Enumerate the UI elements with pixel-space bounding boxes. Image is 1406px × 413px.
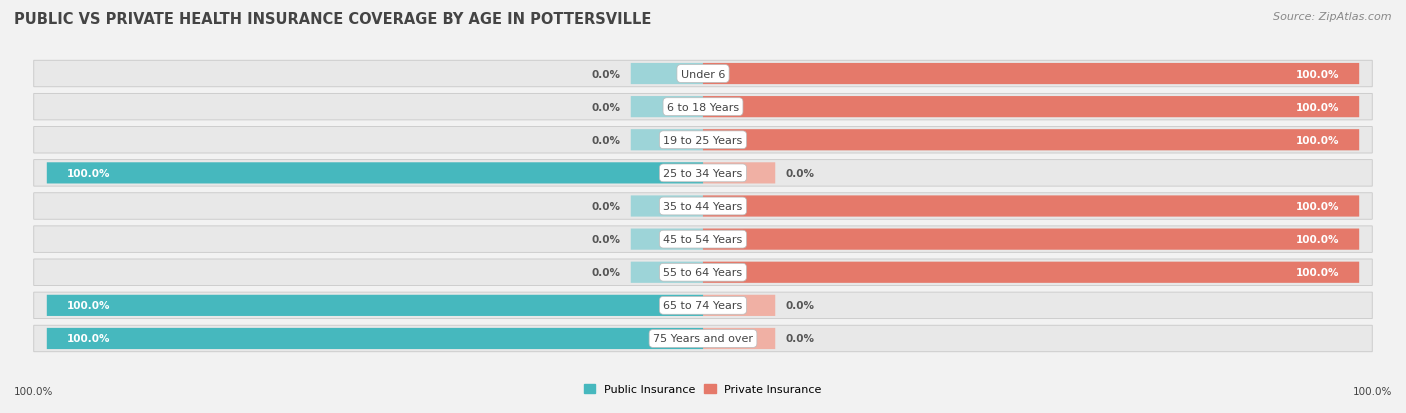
FancyBboxPatch shape — [703, 295, 775, 316]
Text: 100.0%: 100.0% — [14, 387, 53, 396]
FancyBboxPatch shape — [631, 229, 703, 250]
Text: 100.0%: 100.0% — [1296, 268, 1340, 278]
FancyBboxPatch shape — [34, 61, 1372, 88]
Text: 55 to 64 Years: 55 to 64 Years — [664, 268, 742, 278]
FancyBboxPatch shape — [34, 325, 1372, 352]
Text: 25 to 34 Years: 25 to 34 Years — [664, 169, 742, 178]
FancyBboxPatch shape — [34, 259, 1372, 286]
FancyBboxPatch shape — [631, 64, 703, 85]
FancyBboxPatch shape — [46, 163, 703, 184]
Text: 19 to 25 Years: 19 to 25 Years — [664, 135, 742, 145]
FancyBboxPatch shape — [631, 262, 703, 283]
FancyBboxPatch shape — [703, 97, 1360, 118]
FancyBboxPatch shape — [46, 295, 703, 316]
Text: 6 to 18 Years: 6 to 18 Years — [666, 102, 740, 112]
Text: 0.0%: 0.0% — [785, 169, 814, 178]
Text: 100.0%: 100.0% — [1296, 235, 1340, 244]
Text: 100.0%: 100.0% — [66, 169, 110, 178]
FancyBboxPatch shape — [631, 196, 703, 217]
FancyBboxPatch shape — [703, 229, 1360, 250]
FancyBboxPatch shape — [703, 262, 1360, 283]
Text: 0.0%: 0.0% — [592, 235, 621, 244]
Text: 100.0%: 100.0% — [66, 301, 110, 311]
Text: 0.0%: 0.0% — [592, 202, 621, 211]
Text: 75 Years and over: 75 Years and over — [652, 334, 754, 344]
Text: 0.0%: 0.0% — [592, 135, 621, 145]
FancyBboxPatch shape — [631, 97, 703, 118]
FancyBboxPatch shape — [34, 292, 1372, 319]
FancyBboxPatch shape — [703, 328, 775, 349]
Text: 100.0%: 100.0% — [1296, 202, 1340, 211]
Text: Under 6: Under 6 — [681, 69, 725, 79]
FancyBboxPatch shape — [703, 163, 775, 184]
Text: 0.0%: 0.0% — [592, 102, 621, 112]
FancyBboxPatch shape — [631, 130, 703, 151]
Text: 100.0%: 100.0% — [1353, 387, 1392, 396]
Text: 100.0%: 100.0% — [1296, 102, 1340, 112]
FancyBboxPatch shape — [34, 160, 1372, 187]
Text: Source: ZipAtlas.com: Source: ZipAtlas.com — [1274, 12, 1392, 22]
Text: PUBLIC VS PRIVATE HEALTH INSURANCE COVERAGE BY AGE IN POTTERSVILLE: PUBLIC VS PRIVATE HEALTH INSURANCE COVER… — [14, 12, 651, 27]
Text: 0.0%: 0.0% — [592, 69, 621, 79]
FancyBboxPatch shape — [703, 130, 1360, 151]
Text: 0.0%: 0.0% — [785, 334, 814, 344]
FancyBboxPatch shape — [34, 193, 1372, 220]
FancyBboxPatch shape — [46, 328, 703, 349]
Text: 0.0%: 0.0% — [592, 268, 621, 278]
Text: 45 to 54 Years: 45 to 54 Years — [664, 235, 742, 244]
Legend: Public Insurance, Private Insurance: Public Insurance, Private Insurance — [579, 380, 827, 399]
Text: 100.0%: 100.0% — [66, 334, 110, 344]
FancyBboxPatch shape — [34, 127, 1372, 154]
FancyBboxPatch shape — [703, 196, 1360, 217]
Text: 100.0%: 100.0% — [1296, 69, 1340, 79]
Text: 100.0%: 100.0% — [1296, 135, 1340, 145]
FancyBboxPatch shape — [703, 64, 1360, 85]
Text: 35 to 44 Years: 35 to 44 Years — [664, 202, 742, 211]
FancyBboxPatch shape — [34, 226, 1372, 253]
Text: 65 to 74 Years: 65 to 74 Years — [664, 301, 742, 311]
FancyBboxPatch shape — [34, 94, 1372, 121]
Text: 0.0%: 0.0% — [785, 301, 814, 311]
